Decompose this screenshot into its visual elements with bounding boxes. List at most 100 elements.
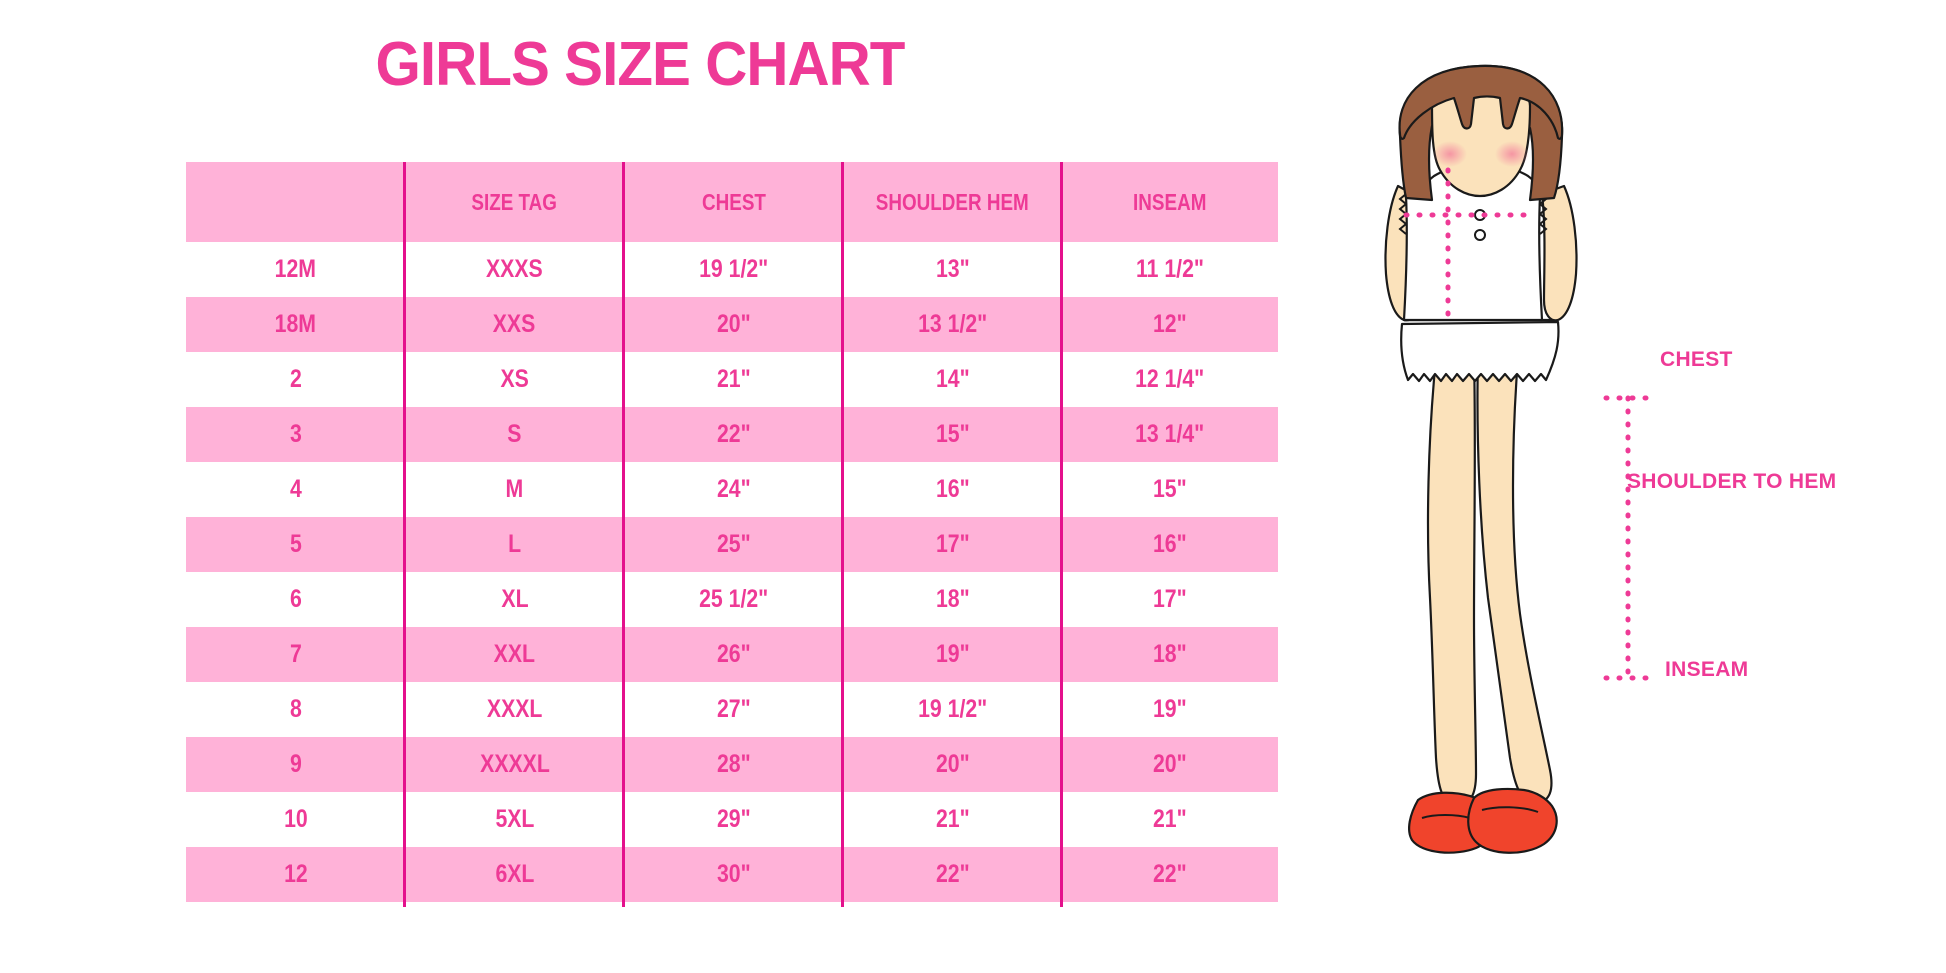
cell-size-tag-label: XXXL: [486, 695, 543, 723]
cell-shoulder-hem-label: 14": [935, 365, 970, 393]
cell-shoulder-hem: 21": [843, 792, 1062, 847]
cell-size-tag: 6XL: [405, 847, 624, 902]
column-divider-4: [1060, 162, 1063, 907]
cell-size: 7: [186, 627, 405, 682]
cell-inseam-label: 16": [1153, 530, 1187, 558]
cell-size-tag-label: XL: [500, 585, 529, 613]
cell-chest: 29": [624, 792, 843, 847]
cell-size-tag-label: XXXXL: [479, 750, 550, 778]
column-divider-3: [841, 162, 844, 907]
cell-chest-label: 24": [716, 475, 751, 503]
cell-size-label: 10: [283, 805, 308, 833]
callout-label-shoulder-to-hem: SHOULDER TO HEM: [1627, 470, 1837, 493]
cell-chest-label: 26": [716, 640, 751, 668]
cell-size-tag: M: [405, 462, 624, 517]
cell-shoulder-hem: 16": [843, 462, 1062, 517]
cell-shoulder-hem: 18": [843, 572, 1062, 627]
column-header-inseam: INSEAM: [1062, 162, 1278, 242]
cell-inseam-label: 12": [1153, 310, 1187, 338]
cell-chest: 26": [624, 627, 843, 682]
cell-size-tag: XXXS: [405, 242, 624, 297]
size-table-header: SIZE TAG CHEST SHOULDER HEM INSEAM: [186, 162, 1278, 242]
column-divider-1: [403, 162, 406, 907]
measurement-dotted-lines: [1403, 167, 1653, 681]
cell-chest: 22": [624, 407, 843, 462]
cell-chest-label: 25": [716, 530, 751, 558]
cell-size: 2: [186, 352, 405, 407]
cell-inseam-label: 22": [1153, 860, 1187, 888]
page-title: GIRLS SIZE CHART: [375, 30, 906, 99]
table-row: 10 5XL 29" 21" 21": [186, 792, 1278, 847]
cell-inseam: 19": [1062, 682, 1278, 737]
cell-shoulder-hem-label: 20": [935, 750, 970, 778]
cell-shoulder-hem-label: 18": [935, 585, 970, 613]
cell-inseam: 11 1/2": [1062, 242, 1278, 297]
callout-label-chest: CHEST: [1660, 348, 1733, 371]
cell-chest: 19 1/2": [624, 242, 843, 297]
cell-size: 5: [186, 517, 405, 572]
cell-shoulder-hem: 20": [843, 737, 1062, 792]
column-header-shoulder-hem-label: SHOULDER HEM: [876, 188, 1029, 215]
cell-shoulder-hem-label: 16": [935, 475, 970, 503]
cell-chest-label: 20": [716, 310, 751, 338]
cell-chest: 27": [624, 682, 843, 737]
size-table: SIZE TAG CHEST SHOULDER HEM INSEAM 12 M XX…: [186, 162, 1278, 902]
cell-chest: 25 1/2": [624, 572, 843, 627]
table-row: 9 XXXXL 28" 20" 20": [186, 737, 1278, 792]
head-group: [1398, 64, 1564, 202]
table-row: 6 XL 25 1/2" 18" 17": [186, 572, 1278, 627]
cell-inseam: 21": [1062, 792, 1278, 847]
cell-size-tag: XXS: [405, 297, 624, 352]
cell-size: 10: [186, 792, 405, 847]
cell-shoulder-hem-label: 13 1/2": [917, 310, 988, 338]
cell-size-label: 5: [289, 530, 302, 558]
cell-inseam: 18": [1062, 627, 1278, 682]
cell-size-label: 4: [289, 475, 302, 503]
cell-inseam: 15": [1062, 462, 1278, 517]
cell-size: 8: [186, 682, 405, 737]
cell-inseam-label: 19": [1153, 695, 1187, 723]
cell-size-label: 18M: [274, 310, 317, 338]
cell-inseam: 13 1/4": [1062, 407, 1278, 462]
cell-chest-label: 21": [716, 365, 751, 393]
cell-size-tag: XXXL: [405, 682, 624, 737]
cell-shoulder-hem: 13": [843, 242, 1062, 297]
cell-shoulder-hem-label: 13": [935, 255, 970, 283]
cell-size-tag-label: XXL: [493, 640, 536, 668]
shoes-group: [1408, 787, 1558, 854]
cell-chest: 20": [624, 297, 843, 352]
cell-chest: 25": [624, 517, 843, 572]
cell-shoulder-hem-label: 22": [935, 860, 970, 888]
cell-size-tag-label: L: [508, 530, 521, 558]
cell-shoulder-hem: 14": [843, 352, 1062, 407]
table-row: 12M XXXS 19 1/2" 13" 11 1/2": [186, 242, 1278, 297]
cell-size-tag: S: [405, 407, 624, 462]
cell-shoulder-hem: 19 1/2": [843, 682, 1062, 737]
girl-figure-illustration: [1370, 58, 1670, 888]
cell-inseam: 12 1/4": [1062, 352, 1278, 407]
cell-shoulder-hem: 15": [843, 407, 1062, 462]
cell-shoulder-hem-label: 19": [935, 640, 970, 668]
legs-group: [1426, 356, 1553, 807]
cell-inseam: 22": [1062, 847, 1278, 902]
cell-size: 4: [186, 462, 405, 517]
cell-shoulder-hem: 13 1/2": [843, 297, 1062, 352]
cell-size: 6: [186, 572, 405, 627]
cell-chest-label: 29": [716, 805, 751, 833]
table-row: 2 XS 21" 14" 12 1/4": [186, 352, 1278, 407]
cell-shoulder-hem-label: 15": [935, 420, 970, 448]
cell-inseam-label: 21": [1153, 805, 1187, 833]
skirt-group: [1400, 318, 1560, 383]
column-header-chest: CHEST: [624, 162, 843, 242]
column-header-size: [186, 162, 405, 242]
cell-size: 18M: [186, 297, 405, 352]
table-header-row: SIZE TAG CHEST SHOULDER HEM INSEAM: [186, 162, 1278, 242]
cell-shoulder-hem: 19": [843, 627, 1062, 682]
cell-chest-label: 30": [716, 860, 751, 888]
cell-size: 12: [186, 847, 405, 902]
cell-inseam-label: 20": [1153, 750, 1187, 778]
cell-size-tag-label: XS: [500, 365, 529, 393]
cell-size-tag-label: S: [507, 420, 522, 448]
column-header-size-tag: SIZE TAG: [405, 162, 624, 242]
